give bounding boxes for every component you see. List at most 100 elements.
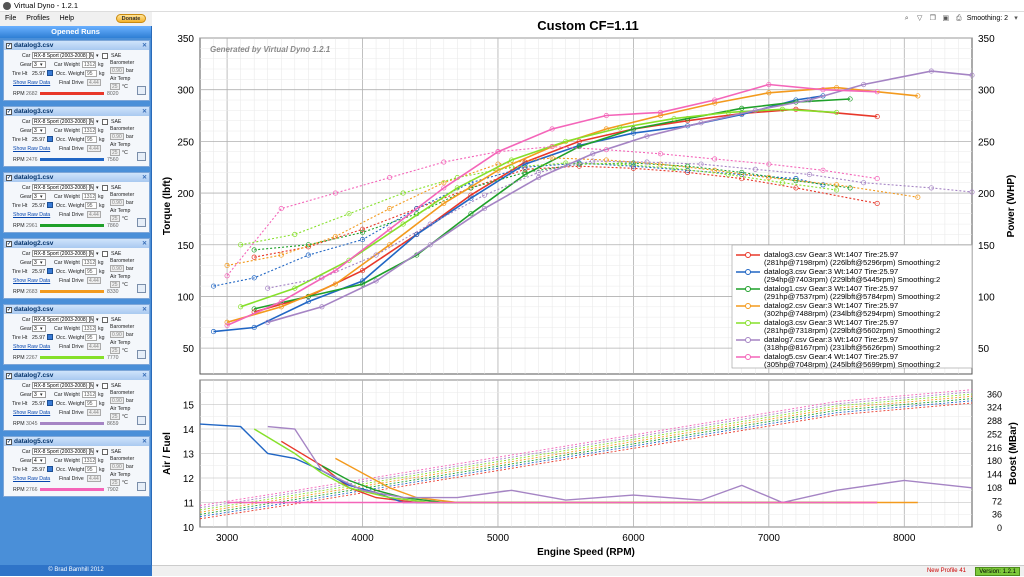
final-drive-input[interactable]: 4.44 — [87, 343, 101, 350]
chevron-down-icon[interactable]: ▾ — [1014, 15, 1018, 22]
gear-select[interactable]: 4 — [32, 457, 46, 464]
barometer-input[interactable]: 0.90 — [110, 463, 124, 470]
car-weight-input[interactable]: 1312 — [82, 127, 96, 134]
sae-checkbox[interactable] — [102, 53, 108, 59]
car-weight-input[interactable]: 1312 — [82, 61, 96, 68]
close-icon[interactable]: ✕ — [141, 175, 147, 181]
gear-select[interactable]: 3 — [32, 259, 46, 266]
chevron-down-icon[interactable]: ▾ — [96, 53, 99, 59]
tire-calc-icon[interactable] — [47, 466, 53, 472]
air-temp-input[interactable]: 25 — [110, 149, 120, 156]
barometer-input[interactable]: 0.90 — [110, 67, 124, 74]
run-header[interactable]: ✓ datalog3.csv ✕ — [4, 305, 149, 314]
gear-select[interactable]: 3 — [32, 391, 46, 398]
air-temp-input[interactable]: 25 — [110, 215, 120, 222]
air-temp-input[interactable]: 25 — [110, 479, 120, 486]
chevron-down-icon[interactable]: ▾ — [40, 392, 43, 398]
graph-options-icon[interactable] — [137, 416, 146, 425]
chevron-down-icon[interactable]: ▾ — [40, 326, 43, 332]
rpm-range-bar[interactable] — [40, 422, 104, 425]
profile-status[interactable]: New Profile 41 — [926, 568, 966, 574]
save-icon[interactable]: ▣ — [942, 15, 950, 22]
menu-profiles[interactable]: Profiles — [26, 15, 50, 22]
barometer-input[interactable]: 0.90 — [110, 265, 124, 272]
final-drive-input[interactable]: 4.44 — [87, 277, 101, 284]
car-select[interactable]: RX-8 Sport (2003-2008) [Ma — [32, 382, 94, 389]
menu-file[interactable]: File — [5, 15, 17, 22]
occ-weight-input[interactable]: 95 — [85, 70, 97, 77]
show-raw-data-link[interactable]: Show Raw Data — [13, 344, 51, 350]
graph-options-icon[interactable] — [137, 482, 146, 491]
run-header[interactable]: ✓ datalog7.csv ✕ — [4, 371, 149, 380]
chevron-down-icon[interactable]: ▾ — [96, 383, 99, 389]
run-enabled-checkbox[interactable]: ✓ — [6, 174, 12, 181]
chevron-down-icon[interactable]: ▾ — [40, 62, 43, 68]
sae-checkbox[interactable] — [102, 119, 108, 125]
rpm-range-bar[interactable] — [40, 488, 104, 491]
rpm-range-bar[interactable] — [40, 356, 104, 359]
final-drive-input[interactable]: 4.44 — [87, 409, 101, 416]
close-icon[interactable]: ✕ — [141, 241, 147, 247]
run-enabled-checkbox[interactable]: ✓ — [6, 372, 12, 379]
occ-weight-input[interactable]: 95 — [85, 334, 97, 341]
barometer-input[interactable]: 0.90 — [110, 133, 124, 140]
run-header[interactable]: ✓ datalog3.csv ✕ — [4, 41, 149, 50]
show-raw-data-link[interactable]: Show Raw Data — [13, 410, 51, 416]
close-icon[interactable]: ✕ — [141, 43, 147, 49]
donate-button[interactable]: Donate — [116, 14, 146, 23]
car-select[interactable]: RX-8 Sport (2003-2008) [Ma — [32, 250, 94, 257]
occ-weight-input[interactable]: 95 — [85, 400, 97, 407]
zoom-icon[interactable]: ⌕ — [904, 15, 909, 22]
car-select[interactable]: RX-8 Sport (2003-2008) [Ma — [32, 52, 94, 59]
chevron-down-icon[interactable]: ▾ — [40, 458, 43, 464]
sae-checkbox[interactable] — [102, 449, 108, 455]
barometer-input[interactable]: 0.90 — [110, 397, 124, 404]
tire-calc-icon[interactable] — [47, 334, 53, 340]
filter-icon[interactable]: ▽ — [917, 15, 923, 22]
air-temp-input[interactable]: 25 — [110, 281, 120, 288]
occ-weight-input[interactable]: 95 — [85, 136, 97, 143]
show-raw-data-link[interactable]: Show Raw Data — [13, 80, 51, 86]
chevron-down-icon[interactable]: ▾ — [96, 119, 99, 125]
car-weight-input[interactable]: 1312 — [82, 193, 96, 200]
car-weight-input[interactable]: 1312 — [82, 391, 96, 398]
run-header[interactable]: ✓ datalog3.csv ✕ — [4, 107, 149, 116]
close-icon[interactable]: ✕ — [141, 307, 147, 313]
sae-checkbox[interactable] — [102, 317, 108, 323]
chevron-down-icon[interactable]: ▾ — [96, 317, 99, 323]
sae-checkbox[interactable] — [102, 185, 108, 191]
run-enabled-checkbox[interactable]: ✓ — [6, 240, 12, 247]
run-header[interactable]: ✓ datalog5.csv ✕ — [4, 437, 149, 446]
print-icon[interactable]: ⎙ — [955, 15, 962, 22]
air-temp-input[interactable]: 25 — [110, 347, 120, 354]
final-drive-input[interactable]: 4.44 — [87, 145, 101, 152]
chevron-down-icon[interactable]: ▾ — [96, 251, 99, 257]
final-drive-input[interactable]: 4.44 — [87, 475, 101, 482]
menu-help[interactable]: Help — [59, 15, 75, 22]
chevron-down-icon[interactable]: ▾ — [96, 449, 99, 455]
final-drive-input[interactable]: 4.44 — [87, 211, 101, 218]
chevron-down-icon[interactable]: ▾ — [40, 128, 43, 134]
show-raw-data-link[interactable]: Show Raw Data — [13, 476, 51, 482]
chevron-down-icon[interactable]: ▾ — [96, 185, 99, 191]
copy-icon[interactable]: ❐ — [929, 15, 936, 22]
gear-select[interactable]: 3 — [32, 127, 46, 134]
graph-options-icon[interactable] — [137, 86, 146, 95]
barometer-input[interactable]: 0.90 — [110, 331, 124, 338]
run-enabled-checkbox[interactable]: ✓ — [6, 438, 12, 445]
show-raw-data-link[interactable]: Show Raw Data — [13, 212, 51, 218]
gear-select[interactable]: 3 — [32, 325, 46, 332]
graph-options-icon[interactable] — [137, 218, 146, 227]
close-icon[interactable]: ✕ — [141, 439, 147, 445]
rpm-range-bar[interactable] — [40, 224, 104, 227]
version-badge[interactable]: Version: 1.2.1 — [975, 567, 1020, 576]
close-icon[interactable]: ✕ — [141, 373, 147, 379]
final-drive-input[interactable]: 4.44 — [87, 79, 101, 86]
tire-calc-icon[interactable] — [47, 202, 53, 208]
car-weight-input[interactable]: 1312 — [82, 259, 96, 266]
car-select[interactable]: RX-8 Sport (2003-2008) [Ma — [32, 316, 94, 323]
chevron-down-icon[interactable]: ▾ — [40, 194, 43, 200]
run-enabled-checkbox[interactable]: ✓ — [6, 108, 12, 115]
barometer-input[interactable]: 0.90 — [110, 199, 124, 206]
show-raw-data-link[interactable]: Show Raw Data — [13, 278, 51, 284]
